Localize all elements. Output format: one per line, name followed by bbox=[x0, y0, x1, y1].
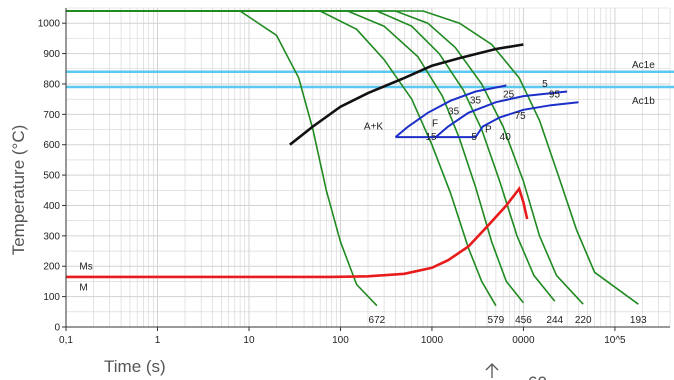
annotation-label: 95 bbox=[549, 90, 561, 101]
martensite-curve bbox=[66, 186, 529, 279]
y-axis-label: Temperature (°C) bbox=[9, 125, 28, 256]
ac-lines: Ac1e Ac1b bbox=[66, 60, 674, 107]
y-tick-label: 1000 bbox=[38, 19, 61, 30]
up-arrow-icon bbox=[485, 363, 499, 378]
y-tick-label: 300 bbox=[43, 231, 60, 242]
cooling-curve-label: 456 bbox=[515, 315, 532, 326]
y-tick-label: 0 bbox=[54, 323, 60, 334]
y-tick-label: 700 bbox=[43, 110, 60, 121]
series-layer: 672 579 456 244 220 193 bbox=[66, 10, 647, 326]
annotation-label: 35 bbox=[448, 106, 460, 117]
y-tick-label: 200 bbox=[43, 262, 60, 273]
cooling-curve-193 bbox=[66, 10, 639, 305]
transformation-curve bbox=[435, 90, 568, 138]
annotation-label: 5 bbox=[542, 79, 548, 90]
y-tick-label: 400 bbox=[43, 201, 60, 212]
x-tick-label: 100 bbox=[332, 335, 349, 346]
chart-axes: 0 100 200 300 400 500 600 700 800 900 1000 0,1 1 10 10… bbox=[38, 8, 670, 346]
cooling-curve-672 bbox=[66, 10, 378, 307]
cooling-curve-456 bbox=[66, 10, 525, 304]
annotation-label: 75 bbox=[515, 111, 527, 122]
cooling-curve-579 bbox=[66, 10, 497, 307]
cooling-curve-220 bbox=[66, 10, 584, 305]
cooling-curve-label: 193 bbox=[630, 315, 647, 326]
annotation-label: A+K bbox=[364, 122, 384, 133]
x-tick-label: 1 bbox=[155, 335, 161, 346]
annotation-label: 25 bbox=[503, 90, 515, 101]
cooling-curve-label: 244 bbox=[546, 315, 563, 326]
x-tick-label: 10 bbox=[243, 335, 255, 346]
annotation-label: 40 bbox=[500, 132, 512, 143]
annotation-label: Ms bbox=[79, 261, 92, 272]
annotation-label: 5 bbox=[471, 132, 477, 143]
y-tick-label: 100 bbox=[43, 292, 60, 303]
cooling-curve-244 bbox=[66, 10, 556, 302]
ac-line-label: Ac1b bbox=[632, 96, 655, 107]
cooling-curve-label: 672 bbox=[369, 315, 386, 326]
x-tick-label: 1000 bbox=[421, 335, 444, 346]
annotation-label: 35 bbox=[470, 96, 482, 107]
ac-line-label: Ac1e bbox=[632, 60, 655, 71]
austenite-carbide-curve bbox=[289, 43, 524, 146]
transformation-curve bbox=[394, 84, 507, 138]
annotation-label: M bbox=[79, 283, 87, 294]
x-tick-label: 0000 bbox=[512, 335, 535, 346]
annotation-label: F bbox=[432, 118, 438, 129]
x-axis-label: Time (s) bbox=[104, 357, 166, 376]
annotation-label: P bbox=[485, 125, 492, 136]
y-tick-label: 800 bbox=[43, 79, 60, 90]
annotation-label: 15 bbox=[425, 132, 437, 143]
x-tick-label: 0,1 bbox=[59, 335, 73, 346]
cooling-curve-label: 579 bbox=[488, 315, 505, 326]
x-tick-label: 10^5 bbox=[604, 335, 626, 346]
page-number: 60 bbox=[528, 373, 547, 380]
cooling-curve-label: 220 bbox=[575, 315, 592, 326]
y-tick-label: 600 bbox=[43, 140, 60, 151]
transformation-curve bbox=[474, 101, 579, 138]
y-tick-label: 900 bbox=[43, 49, 60, 60]
y-tick-label: 500 bbox=[43, 171, 60, 182]
chart-grid bbox=[65, 7, 671, 328]
